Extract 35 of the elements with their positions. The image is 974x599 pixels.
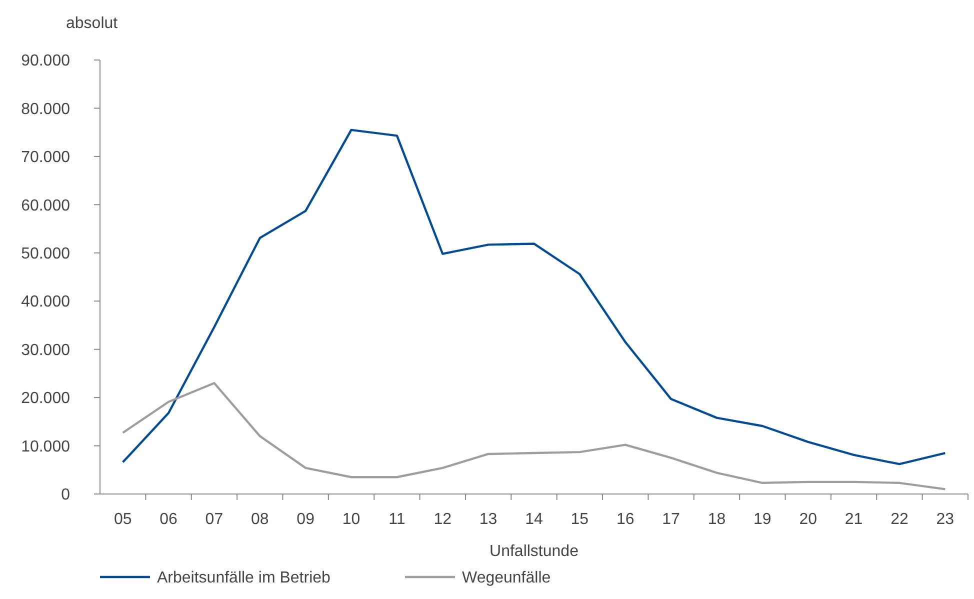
y-tick-label: 50.000 bbox=[21, 245, 70, 262]
line-series bbox=[122, 128, 946, 466]
y-tick-label: 10.000 bbox=[21, 438, 70, 456]
y-axis-title: absolut bbox=[66, 15, 118, 32]
x-tick-label: 06 bbox=[160, 511, 178, 528]
x-tick-label: 09 bbox=[296, 511, 315, 528]
y-tick-label: 20.000 bbox=[21, 390, 70, 408]
line-series bbox=[122, 382, 946, 490]
y-tick-label: 40.000 bbox=[21, 294, 70, 311]
x-tick-label: 19 bbox=[754, 511, 772, 528]
x-tick-label: 16 bbox=[616, 511, 634, 528]
legend-label: Arbeitsunfälle im Betrieb bbox=[157, 570, 331, 587]
x-tick-label: 17 bbox=[662, 511, 680, 528]
x-tick-label: 12 bbox=[434, 511, 452, 528]
y-tick-label: 70.000 bbox=[21, 149, 70, 166]
x-tick-label: 22 bbox=[890, 511, 908, 528]
x-tick-label: 23 bbox=[936, 511, 954, 528]
x-tick-label: 05 bbox=[114, 511, 132, 528]
x-tick-label: 21 bbox=[844, 511, 863, 528]
y-tick-label: 60.000 bbox=[21, 197, 70, 214]
x-tick-label: 14 bbox=[525, 511, 543, 528]
x-tick-label: 07 bbox=[205, 511, 224, 528]
x-tick-label: 15 bbox=[570, 511, 589, 528]
legend-label: Wegeunfälle bbox=[462, 570, 551, 587]
y-tick-label: 30.000 bbox=[21, 342, 70, 359]
x-tick-label: 10 bbox=[342, 511, 360, 528]
y-tick-label: 0 bbox=[61, 486, 70, 504]
y-tick-label: 90.000 bbox=[21, 52, 70, 70]
x-tick-label: 20 bbox=[799, 511, 818, 528]
x-axis-title: Unfallstunde bbox=[490, 543, 579, 560]
x-tick-label: 08 bbox=[250, 511, 269, 528]
y-tick-label: 80.000 bbox=[21, 100, 70, 118]
x-tick-label: 13 bbox=[479, 511, 498, 528]
x-tick-label: 11 bbox=[388, 511, 406, 528]
x-tick-label: 18 bbox=[708, 511, 726, 528]
